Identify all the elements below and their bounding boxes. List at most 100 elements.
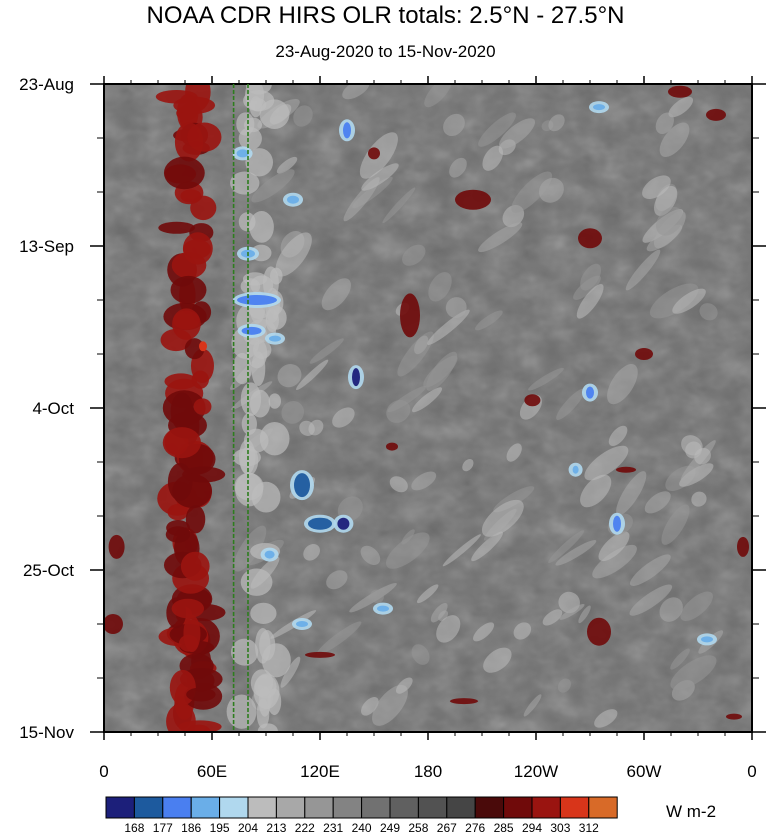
light-olr-patch	[644, 491, 671, 514]
colorbar-tick-label: 204	[238, 821, 258, 834]
light-olr-patch	[411, 471, 437, 491]
light-olr-patch	[342, 84, 370, 100]
low-olr-core	[701, 636, 713, 643]
light-olr-patch	[372, 684, 408, 726]
x-tick-label: 180	[414, 762, 442, 781]
high-olr-patch	[305, 651, 335, 658]
colorbar-swatch	[389, 796, 419, 819]
light-olr-patch	[361, 163, 399, 191]
colorbar-swatch	[531, 796, 561, 819]
high-olr-patch	[182, 232, 213, 265]
light-olr-patch	[277, 364, 302, 388]
high-olr-patch	[737, 536, 749, 557]
low-olr-core	[264, 550, 275, 559]
light-olr-patch	[386, 400, 411, 423]
colorbar-tick-label: 258	[408, 821, 428, 834]
high-olr-patch	[635, 348, 653, 360]
light-olr-patch	[259, 421, 290, 456]
light-olr-patch	[414, 335, 429, 355]
light-olr-patch	[275, 232, 312, 277]
high-olr-patch	[726, 713, 742, 720]
low-olr-core	[269, 335, 281, 342]
low-olr-core	[337, 517, 350, 530]
y-tick-label: 4-Oct	[32, 399, 74, 418]
colorbar-tick-label: 231	[323, 821, 343, 834]
colorbar-swatch	[361, 796, 391, 819]
colorbar-swatch	[105, 796, 135, 819]
colorbar-tick-label: 249	[380, 821, 400, 834]
colorbar-swatch	[332, 796, 363, 819]
low-olr-core	[294, 473, 310, 498]
high-olr-patch	[167, 504, 189, 521]
low-olr-core	[377, 605, 389, 612]
light-olr-patch	[506, 443, 522, 462]
colorbar-swatch	[417, 796, 448, 819]
high-olr-patch	[187, 122, 222, 152]
light-olr-patch	[276, 156, 298, 174]
light-olr-patch	[250, 602, 277, 624]
light-olr-patch	[473, 622, 495, 642]
high-olr-patch	[183, 614, 201, 653]
light-olr-patch	[471, 531, 504, 562]
light-olr-patch	[672, 288, 706, 314]
light-olr-patch	[681, 435, 703, 456]
light-olr-patch	[309, 338, 344, 364]
colorbar-swatch	[219, 796, 249, 819]
colorbar-tick-label: 186	[181, 821, 201, 834]
colorbar-tick-label: 222	[295, 821, 315, 834]
colorbar-swatch	[446, 796, 476, 819]
high-olr-patch	[587, 617, 611, 646]
light-olr-patch	[528, 367, 564, 391]
light-olr-patch	[559, 603, 585, 620]
colorbar: 168 177 186 195 204 213 222 231 240 249 258 267 276 2…	[105, 796, 618, 834]
x-tick-label: 60E	[197, 762, 227, 781]
y-tick-label: 25-Oct	[23, 561, 74, 580]
colorbar-tick-label: 177	[153, 821, 173, 834]
colorbar-tick-label: 285	[494, 821, 514, 834]
light-olr-patch	[226, 694, 257, 729]
light-olr-patch	[557, 678, 572, 693]
reference-lines	[232, 84, 249, 732]
light-olr-patch	[555, 540, 597, 566]
light-olr-patch	[232, 352, 252, 385]
light-olr-patch	[370, 589, 384, 604]
light-olr-patch	[538, 177, 564, 203]
high-olr-patch	[668, 85, 692, 98]
light-olr-patch	[281, 401, 305, 424]
light-olr-patch	[670, 655, 717, 690]
light-olr-patch	[442, 534, 481, 567]
light-olr-patch	[326, 570, 348, 590]
light-olr-patch	[668, 96, 694, 118]
colorbar-tick-label: 276	[465, 821, 485, 834]
light-olr-patch	[659, 597, 683, 622]
high-olr-patch	[166, 703, 196, 732]
light-olr-patch	[230, 171, 260, 195]
light-olr-patch	[629, 584, 673, 616]
high-olr-patch	[616, 466, 636, 473]
colorbar-tick-label: 195	[210, 821, 230, 834]
light-olr-patch	[280, 656, 301, 688]
light-olr-patch	[232, 448, 261, 467]
high-olr-patch	[163, 156, 205, 190]
light-olr-patch	[511, 171, 553, 213]
light-olr-patch	[478, 112, 516, 147]
high-olr-patch	[158, 221, 196, 234]
high-olr-peak	[199, 341, 207, 352]
high-olr-patch	[173, 310, 200, 330]
low-olr-core	[613, 515, 621, 532]
x-tick-label: 120E	[300, 762, 340, 781]
colorbar-swatch	[247, 796, 277, 819]
light-olr-patch	[332, 407, 355, 428]
colorbar-swatch	[133, 796, 164, 819]
light-olr-patch	[580, 263, 602, 291]
high-olr-patch	[171, 598, 205, 619]
high-olr-patch	[169, 669, 196, 706]
light-olr-patch	[584, 445, 629, 481]
light-olr-patch	[249, 211, 274, 243]
x-tick-label: 60W	[627, 762, 662, 781]
high-olr-patch	[400, 293, 420, 338]
light-olr-patch	[548, 114, 565, 132]
light-olr-patch	[267, 688, 282, 716]
light-olr-patch	[250, 669, 274, 697]
light-olr-patch	[360, 545, 381, 565]
